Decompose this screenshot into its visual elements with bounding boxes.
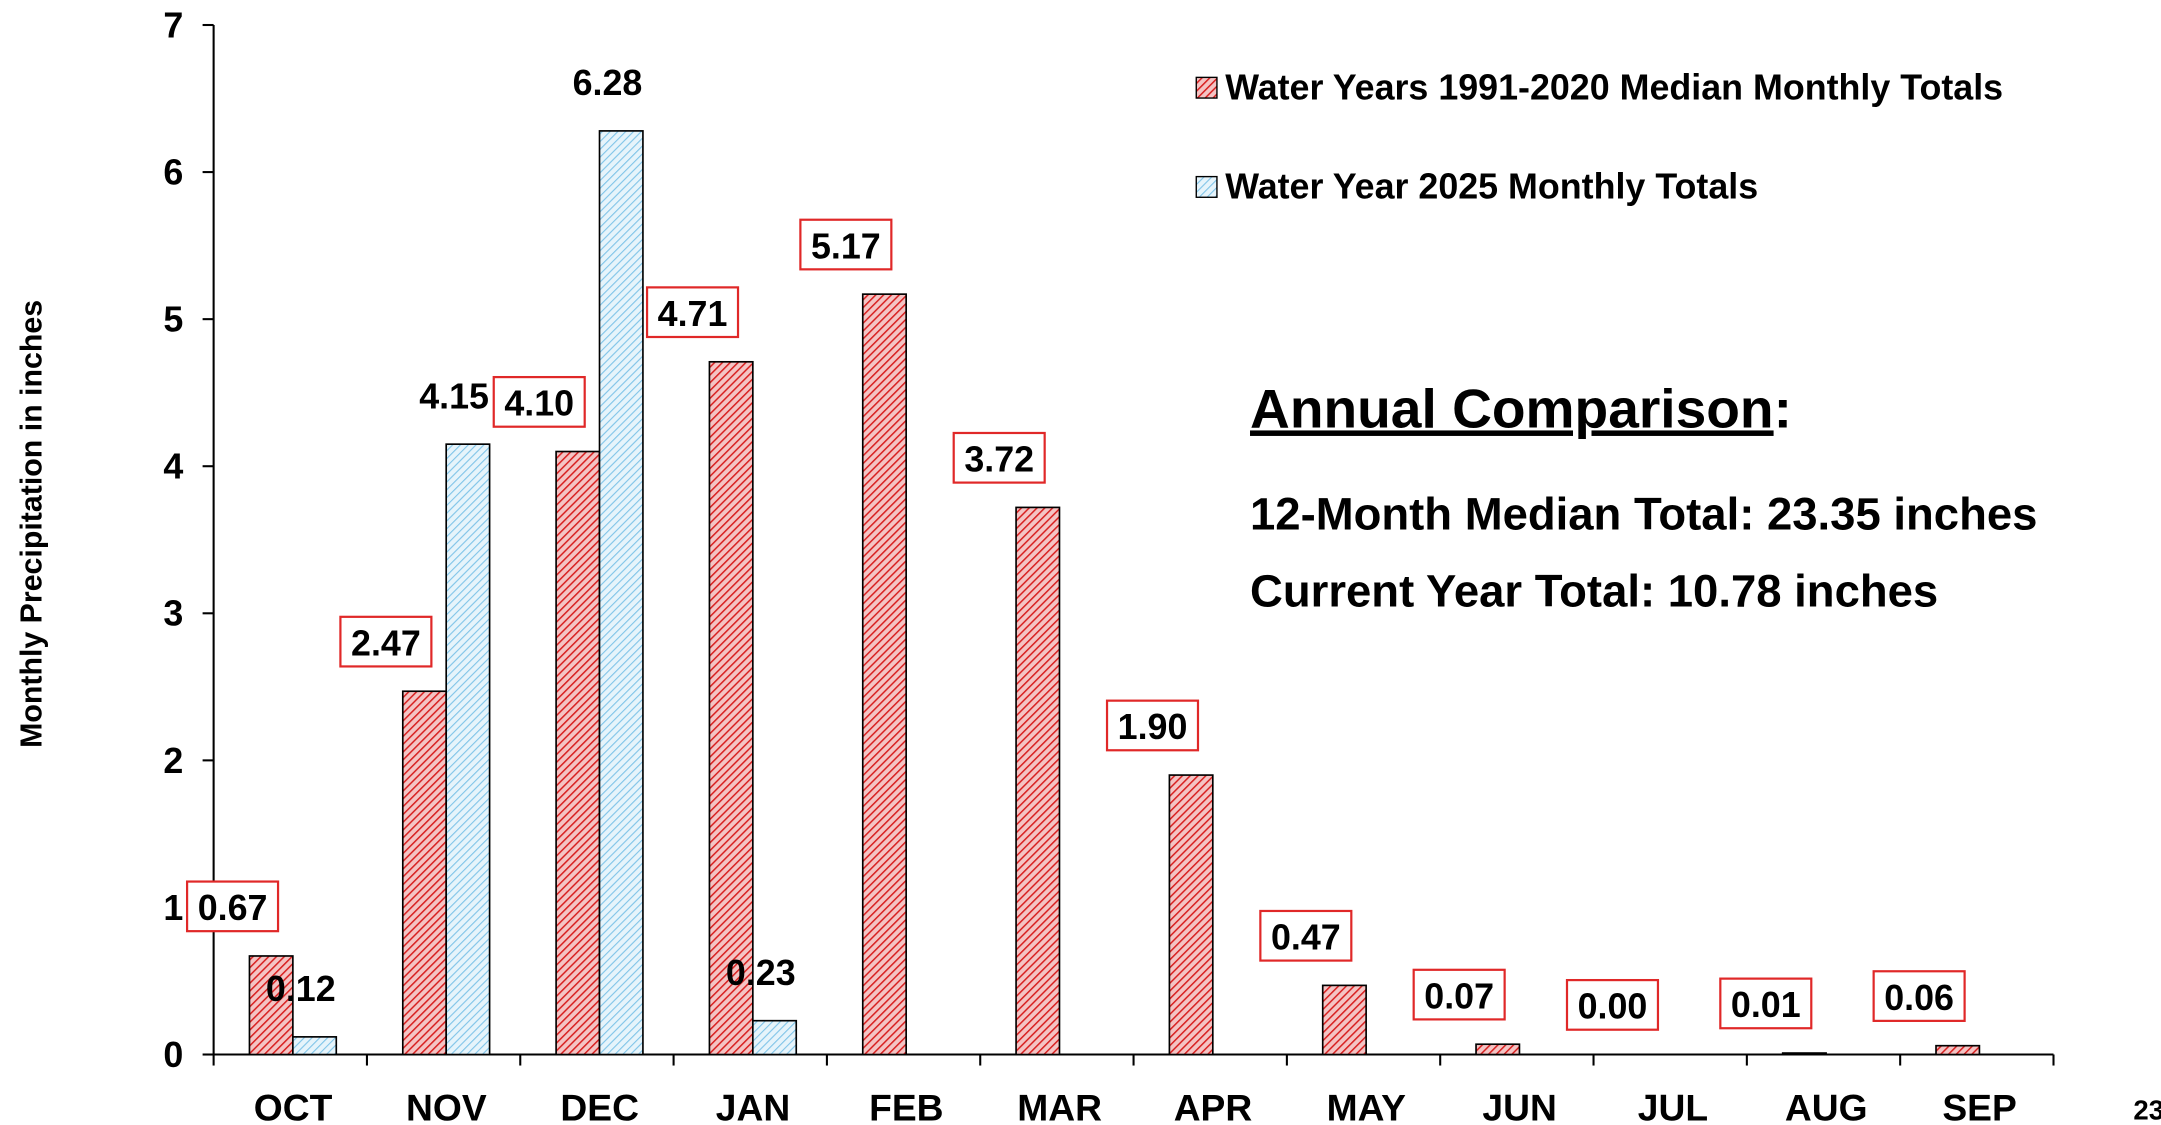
- bar: [445, 443, 491, 1056]
- annotation-line: Current Year Total: 10.78 inches: [1250, 566, 1938, 617]
- bar: [1935, 1044, 1981, 1056]
- annotation-heading-text: Annual Comparison: [1250, 377, 1774, 439]
- value-label: 0.00: [1578, 987, 1648, 1027]
- page-number: 23: [2133, 1094, 2161, 1125]
- y-tick-label: 0: [163, 1035, 183, 1075]
- y-axis-label: Monthly Precipitation in inches: [15, 300, 48, 748]
- bar: [555, 450, 601, 1056]
- bar: [1321, 984, 1367, 1056]
- bar: [708, 360, 754, 1056]
- x-tick-label: JAN: [716, 1087, 790, 1125]
- value-label-box: [492, 375, 586, 428]
- value-label: 0.23: [726, 953, 796, 993]
- value-label: 2.47: [351, 623, 421, 663]
- value-label: 0.06: [1884, 978, 1954, 1018]
- legend-label: Water Years 1991-2020 Median Monthly Tot…: [1225, 67, 2003, 107]
- y-tick-label: 7: [163, 5, 183, 45]
- value-label: 1.90: [1118, 707, 1188, 747]
- value-label: 4.10: [504, 384, 574, 424]
- value-label-box: [1719, 977, 1813, 1030]
- x-tick-label: APR: [1174, 1087, 1253, 1125]
- y-tick-label: 6: [163, 152, 183, 192]
- value-label: 4.15: [419, 376, 489, 416]
- y-tick-label: 5: [163, 300, 183, 340]
- value-label-box: [952, 431, 1046, 484]
- bar: [598, 130, 644, 1056]
- x-tick-label: AUG: [1785, 1087, 1868, 1125]
- x-tick-label: JUL: [1638, 1087, 1708, 1125]
- value-label: 0.47: [1271, 918, 1341, 958]
- y-tick-label: 2: [163, 741, 183, 781]
- y-tick-label: 4: [163, 447, 183, 487]
- x-tick-label: DEC: [560, 1087, 639, 1125]
- value-label-box: [1565, 978, 1660, 1031]
- annotation-heading: Annual Comparison:: [1250, 377, 1792, 439]
- legend-swatch: [1195, 175, 1218, 198]
- x-tick-label: MAR: [1017, 1087, 1102, 1125]
- x-tick-label: FEB: [869, 1087, 943, 1125]
- legend-swatch: [1195, 76, 1218, 99]
- value-label: 5.17: [811, 226, 881, 266]
- bar: [1475, 1043, 1521, 1056]
- value-label: 0.67: [198, 888, 268, 928]
- annotation-line: 12-Month Median Total: 23.35 inches: [1250, 488, 2037, 539]
- value-label-box: [645, 286, 740, 339]
- bar: [401, 690, 448, 1056]
- value-label: 3.72: [964, 440, 1034, 480]
- bar: [861, 293, 907, 1056]
- value-label-box: [1259, 909, 1353, 962]
- bar: [292, 1036, 338, 1056]
- bar: [752, 1019, 798, 1056]
- value-label: 0.01: [1731, 985, 1801, 1025]
- value-label-box: [1105, 699, 1200, 752]
- annotation-heading-suffix: :: [1774, 377, 1792, 439]
- x-tick-label: JUN: [1482, 1087, 1556, 1125]
- bar: [1015, 506, 1061, 1056]
- x-tick-label: NOV: [406, 1087, 487, 1125]
- value-label-box: [185, 880, 280, 933]
- value-label-box: [339, 615, 433, 668]
- value-label: 4.71: [658, 294, 728, 334]
- legend-label: Water Year 2025 Monthly Totals: [1225, 167, 1758, 207]
- value-label-box: [799, 218, 893, 271]
- value-label-box: [1872, 970, 1966, 1022]
- value-label: 0.12: [266, 969, 336, 1009]
- x-tick-label: MAY: [1327, 1087, 1406, 1125]
- x-tick-label: OCT: [254, 1087, 333, 1125]
- y-tick-label: 3: [163, 594, 183, 634]
- bar: [248, 955, 294, 1056]
- x-tick-label: SEP: [1942, 1087, 2016, 1125]
- value-label: 6.28: [573, 63, 643, 103]
- value-label: 0.07: [1424, 976, 1494, 1016]
- value-label-box: [1412, 968, 1506, 1021]
- bar: [1781, 1052, 1827, 1056]
- bar: [1168, 774, 1214, 1056]
- y-tick-label: 1: [163, 888, 183, 928]
